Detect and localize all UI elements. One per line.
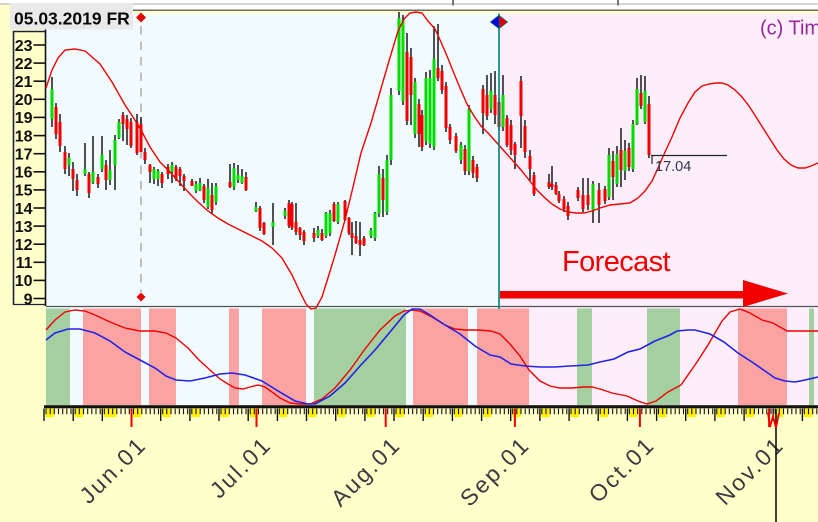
svg-text:18: 18 (15, 128, 33, 145)
svg-text:10: 10 (15, 273, 33, 290)
svg-text:20: 20 (15, 92, 33, 109)
svg-text:15: 15 (15, 183, 33, 200)
svg-text:17.04: 17.04 (655, 159, 691, 175)
svg-text:22: 22 (15, 56, 33, 73)
svg-text:(c) Timing: (c) Timing (760, 18, 818, 40)
svg-text:9: 9 (24, 291, 33, 308)
svg-text:05.03.2019 FR: 05.03.2019 FR (14, 9, 130, 29)
svg-text:11: 11 (16, 255, 33, 272)
svg-text:17: 17 (15, 147, 33, 164)
svg-text:14: 14 (15, 201, 33, 218)
svg-text:19: 19 (15, 110, 33, 127)
svg-text:21: 21 (15, 74, 33, 91)
svg-text:23: 23 (15, 38, 33, 55)
svg-text:16: 16 (15, 165, 33, 182)
svg-text:13: 13 (15, 219, 33, 236)
svg-text:12: 12 (15, 237, 33, 254)
svg-text:Forecast: Forecast (562, 246, 671, 278)
